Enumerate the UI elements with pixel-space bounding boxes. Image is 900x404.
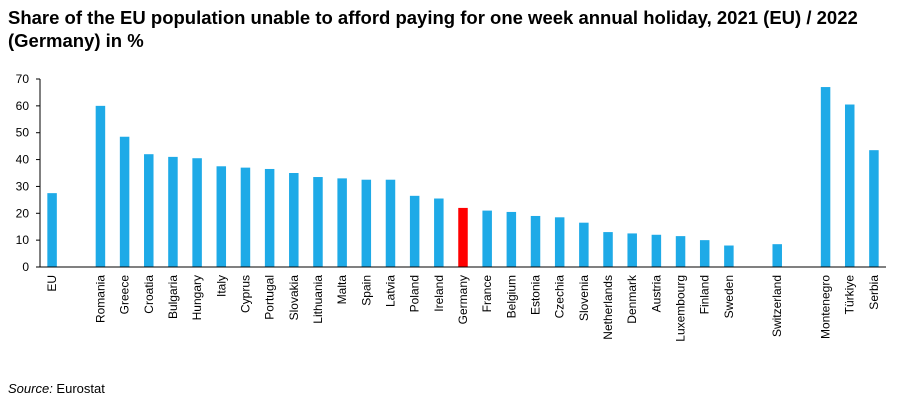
- x-tick-label: Croatia: [142, 275, 156, 314]
- bar-latvia: [385, 179, 396, 267]
- y-tick-label: 0: [22, 260, 29, 274]
- x-tick-label: Germany: [456, 275, 470, 324]
- bar-slovenia: [579, 222, 589, 267]
- y-axis: 0 10 20 30 40 50 60 70: [16, 72, 41, 274]
- y-tick-label: 10: [16, 233, 30, 247]
- x-tick-label: Türkiye: [843, 275, 857, 315]
- bar-poland: [409, 195, 420, 267]
- x-tick-label: Portugal: [263, 275, 277, 320]
- x-tick-label: Slovakia: [287, 275, 301, 321]
- x-tick-label: Estonia: [529, 275, 543, 315]
- x-tick-label: EU: [45, 275, 59, 292]
- bar-malta: [337, 178, 347, 267]
- source-text: Eurostat: [52, 381, 105, 396]
- bar-estonia: [530, 215, 541, 267]
- chart-title: Share of the EU population unable to aff…: [8, 7, 858, 51]
- x-tick-label: Cyprus: [238, 275, 252, 313]
- x-tick-label: Switzerland: [770, 275, 784, 337]
- x-tick-label: Netherlands: [601, 275, 615, 340]
- x-tick-label: Bulgaria: [166, 275, 180, 319]
- x-axis: EU Romania Greece Croatia Bulgaria Hungary Ita…: [40, 266, 886, 342]
- x-tick-label: Romania: [93, 275, 107, 323]
- bar-austria: [651, 234, 662, 267]
- x-tick-label: Slovenia: [577, 275, 591, 321]
- bar-montenegro: [820, 87, 831, 267]
- bar-lithuania: [313, 177, 323, 267]
- bar-croatia: [144, 154, 154, 267]
- y-tick-label: 60: [16, 99, 30, 113]
- x-tick-label: Denmark: [625, 274, 639, 324]
- x-tick-label: France: [480, 275, 494, 313]
- x-tick-label: Poland: [408, 275, 422, 312]
- bar-spain: [361, 179, 372, 267]
- source-note: Source: Eurostat: [8, 381, 105, 396]
- bar-cyprus: [240, 167, 251, 267]
- x-tick-label: Austria: [649, 275, 663, 313]
- bar-portugal: [264, 168, 275, 267]
- bar-germany: [458, 207, 468, 267]
- x-tick-label: Finland: [698, 275, 712, 314]
- y-tick-label: 30: [16, 179, 30, 193]
- x-tick-label: Ireland: [432, 275, 446, 312]
- x-tick-label: Czechia: [553, 275, 567, 319]
- y-tick-label: 70: [16, 72, 30, 86]
- bar-sweden: [724, 245, 734, 267]
- bars: [47, 87, 879, 267]
- x-tick-label: Luxembourg: [674, 275, 688, 342]
- source-label: Source:: [8, 381, 53, 396]
- bar-slovakia: [289, 173, 299, 267]
- x-tick-label: Italy: [214, 275, 228, 297]
- bar-italy: [216, 166, 227, 267]
- x-tick-label: Greece: [118, 275, 132, 315]
- x-tick-label: Belgium: [504, 275, 518, 318]
- bar-eu: [47, 193, 57, 267]
- bar-switzerland: [772, 244, 782, 267]
- bar-romania: [95, 105, 106, 267]
- bar-belgium: [506, 211, 517, 267]
- bar-greece: [119, 136, 130, 267]
- x-tick-label: Lithuania: [311, 275, 325, 324]
- x-tick-label: Montenegro: [819, 275, 833, 339]
- x-tick-label: Latvia: [383, 275, 397, 307]
- x-tick-label: Hungary: [190, 275, 204, 320]
- bar-ireland: [434, 198, 444, 267]
- bar-france: [482, 210, 492, 267]
- bar-finland: [699, 240, 710, 267]
- x-tick-label: Malta: [335, 275, 349, 305]
- bar-serbia: [869, 150, 879, 267]
- bar-denmark: [627, 233, 637, 267]
- x-tick-label: Serbia: [867, 275, 881, 310]
- bar-bulgaria: [168, 156, 178, 267]
- bar-luxembourg: [675, 236, 686, 267]
- y-tick-label: 50: [16, 126, 30, 140]
- y-tick-label: 40: [16, 153, 30, 167]
- x-tick-label: Sweden: [722, 275, 736, 318]
- y-tick-label: 20: [16, 206, 30, 220]
- bar-netherlands: [603, 232, 613, 267]
- bar-t-rkiye: [844, 104, 855, 267]
- bar-czechia: [554, 217, 565, 267]
- bar-hungary: [192, 158, 202, 267]
- x-tick-label: Spain: [359, 275, 373, 306]
